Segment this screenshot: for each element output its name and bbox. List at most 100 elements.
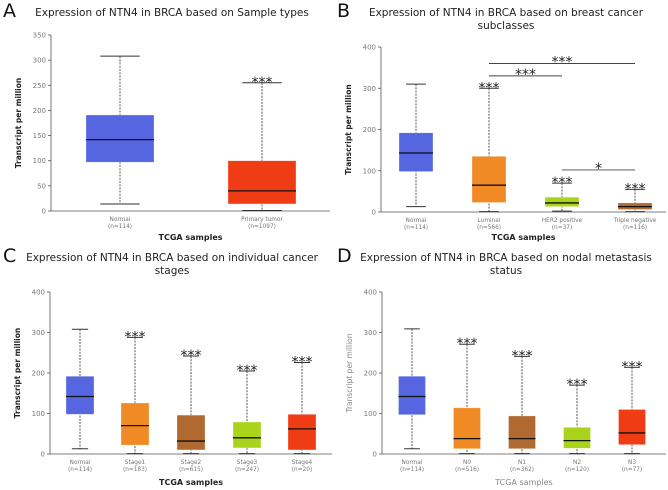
significance-label: ***: [252, 75, 273, 91]
category-n: (n=114): [108, 224, 132, 230]
panel-letter: A: [3, 0, 16, 22]
category-label: Luminal: [478, 218, 501, 224]
category-n: (n=37): [552, 225, 572, 231]
category-n: (n=116): [623, 225, 647, 231]
category-n: (n=362): [510, 467, 534, 473]
significance-label: ***: [625, 181, 646, 197]
category-label: Stage3: [237, 460, 258, 466]
panel-c: C Expression of NTN4 in BRCA based on ind…: [0, 245, 334, 490]
category-n: (n=120): [565, 467, 589, 473]
y-tick-label: 100: [32, 410, 45, 418]
category-label: Triple negative: [613, 218, 657, 224]
category-label: Stage4: [292, 460, 313, 466]
category-n: (n=183): [123, 467, 147, 473]
category-label: N2: [573, 460, 581, 466]
category-label: HER2 positive: [542, 218, 583, 224]
category-n: (n=247): [235, 467, 259, 473]
y-tick-label: 0: [42, 208, 46, 216]
box-normal: [398, 375, 426, 416]
y-tick-label: 400: [364, 289, 377, 297]
box-normal: [398, 132, 434, 172]
significance-label: ***: [622, 359, 643, 375]
y-axis-label: Transcript per million: [13, 328, 22, 419]
chart-title: Expression of NTN4 in BRCA based on indi…: [26, 252, 319, 264]
category-label: N3: [628, 460, 636, 466]
category-label: N1: [518, 460, 526, 466]
y-axis-label: Transcript per million: [345, 333, 354, 413]
box-stage4: [287, 414, 317, 451]
y-tick-label: 0: [372, 209, 376, 217]
box-n0: [453, 407, 481, 450]
x-axis-label: TCGA samples: [494, 478, 552, 487]
category-n: (n=615): [179, 467, 203, 473]
box-stage1: [120, 402, 150, 446]
category-label: Normal: [402, 460, 423, 466]
category-n: (n=20): [292, 467, 312, 473]
chart-title: Expression of NTN4 in BRCA based on brea…: [369, 7, 644, 19]
x-axis-label: TCGA samples: [159, 478, 223, 487]
significance-label: ***: [181, 348, 202, 364]
panel-a: A Expression of NTN4 in BRCA based on Sam…: [0, 0, 334, 245]
y-tick-label: 0: [373, 451, 377, 459]
category-label: Stage1: [125, 460, 146, 466]
panel-letter: C: [3, 245, 16, 267]
chart-title: Expression of NTN4 in BRCA based on noda…: [360, 252, 652, 264]
category-n: (n=566): [477, 225, 501, 231]
y-tick-label: 400: [32, 289, 45, 297]
y-tick-label: 300: [33, 57, 46, 65]
bracket-significance: ***: [515, 67, 536, 83]
y-tick-label: 50: [37, 182, 46, 190]
bracket-significance: ***: [552, 55, 573, 71]
bracket-significance: *: [595, 161, 602, 177]
panel-letter: B: [337, 0, 350, 22]
box-normal: [85, 114, 155, 163]
category-label: Normal: [110, 217, 131, 223]
category-label: Stage2: [181, 460, 202, 466]
chart-title: stages: [155, 265, 190, 277]
y-tick-label: 400: [363, 44, 376, 52]
category-label: N0: [463, 460, 471, 466]
box-stage3: [232, 421, 262, 449]
y-tick-label: 250: [33, 82, 46, 90]
significance-label: ***: [125, 329, 146, 345]
y-tick-label: 300: [363, 85, 376, 93]
chart-title: subclasses: [478, 20, 535, 32]
box-n2: [563, 426, 591, 449]
y-tick-label: 300: [32, 329, 45, 337]
significance-label: ***: [292, 354, 313, 370]
significance-label: ***: [512, 348, 533, 364]
box-primary-tumor: [227, 160, 297, 205]
box-n3: [618, 409, 646, 445]
y-tick-label: 200: [364, 370, 377, 378]
category-label: Normal: [70, 460, 91, 466]
y-tick-label: 200: [33, 107, 46, 115]
category-n: (n=114): [68, 467, 92, 473]
significance-label: ***: [457, 336, 478, 352]
box-her2-positive: [544, 196, 580, 207]
category-label: Normal: [406, 218, 427, 224]
category-n: (n=1097): [248, 224, 276, 230]
panel-d: D Expression of NTN4 in BRCA based on nod…: [334, 245, 668, 490]
chart-title: status: [490, 265, 522, 277]
significance-label: ***: [479, 80, 500, 96]
significance-label: ***: [237, 363, 258, 379]
y-tick-label: 100: [364, 410, 377, 418]
box-luminal: [471, 156, 507, 203]
category-n: (n=114): [404, 225, 428, 231]
y-tick-label: 200: [32, 370, 45, 378]
category-n: (n=114): [400, 467, 424, 473]
panel-b: B Expression of NTN4 in BRCA based on bre…: [334, 0, 668, 245]
y-tick-label: 200: [363, 126, 376, 134]
y-tick-label: 300: [364, 329, 377, 337]
y-tick-label: 100: [363, 167, 376, 175]
category-n: (n=516): [455, 467, 479, 473]
panel-letter: D: [337, 245, 352, 267]
significance-label: ***: [552, 175, 573, 191]
y-tick-label: 100: [33, 157, 46, 165]
box-stage2: [176, 414, 206, 451]
y-tick-label: 0: [41, 451, 45, 459]
y-axis-label: Transcript per million: [344, 84, 353, 175]
y-axis-label: Transcript per million: [14, 78, 23, 169]
significance-label: ***: [567, 377, 588, 393]
